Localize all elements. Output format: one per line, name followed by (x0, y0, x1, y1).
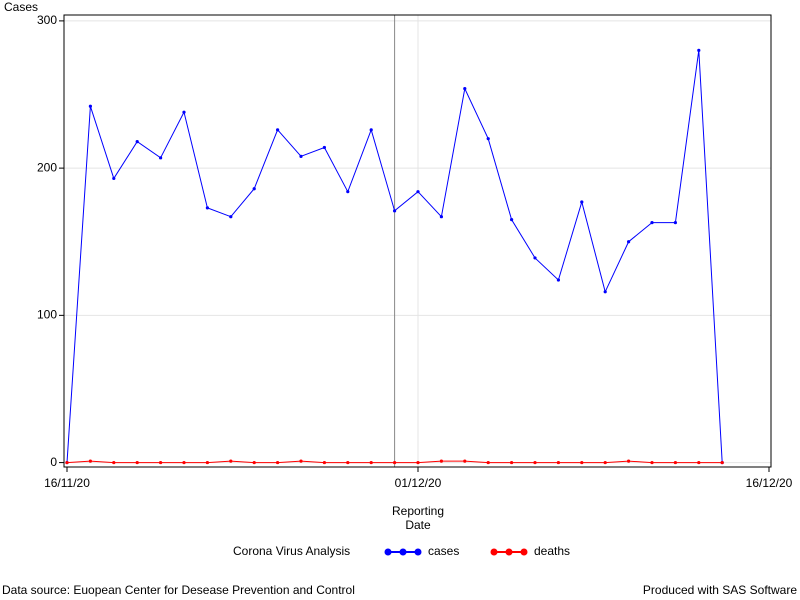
data-point (533, 256, 537, 260)
data-point (533, 460, 537, 465)
legend-marker (384, 548, 392, 556)
x-tick-label: 16/12/20 (746, 476, 793, 490)
y-tick-label: 200 (37, 160, 57, 174)
x-tick-label: 16/11/20 (44, 476, 90, 490)
data-point (112, 460, 116, 465)
plot-frame (63, 14, 772, 468)
legend-marker (505, 548, 513, 556)
data-point (159, 460, 163, 465)
y-tick-label: 0 (50, 455, 57, 469)
data-point (65, 460, 69, 465)
data-point (720, 460, 724, 465)
y-axis-label: Cases (4, 0, 38, 14)
data-point (252, 460, 256, 465)
data-point (580, 460, 584, 465)
data-point (556, 460, 561, 465)
y-tick-label: 300 (37, 13, 57, 27)
legend-marker (490, 548, 498, 556)
data-point (627, 240, 631, 244)
data-point (439, 459, 443, 463)
data-point (205, 206, 209, 210)
legend-label: cases (428, 544, 459, 558)
data-point (486, 137, 490, 141)
data-point (650, 460, 654, 465)
data-point (322, 460, 326, 465)
legend-marker (414, 548, 422, 556)
x-tick-label: 01/12/20 (395, 476, 442, 490)
data-point (205, 460, 209, 465)
x-axis-label: Reporting Date (391, 504, 445, 532)
data-point (603, 460, 607, 465)
data-point (393, 209, 397, 213)
legend-title: Corona Virus Analysis (233, 544, 350, 558)
data-point (510, 460, 514, 465)
data-point (416, 460, 420, 465)
data-point (135, 460, 139, 465)
data-point (229, 215, 233, 219)
data-point (346, 460, 350, 465)
data-point (346, 190, 350, 194)
data-point (299, 154, 303, 158)
data-point (439, 215, 443, 219)
data-point (322, 145, 326, 150)
data-point (510, 218, 514, 222)
data-point (603, 290, 607, 294)
data-point (182, 110, 186, 114)
data-point (627, 459, 631, 463)
data-point (697, 48, 701, 52)
data-point (673, 460, 678, 465)
data-point (88, 459, 92, 463)
legend-marker (399, 548, 407, 556)
data-point (299, 459, 303, 463)
data-point (135, 140, 139, 144)
data-point (486, 460, 490, 465)
data-point (252, 187, 256, 191)
data-point (276, 460, 280, 465)
data-point (159, 156, 163, 160)
data-point (697, 460, 701, 465)
footnote: Data source: Euopean Center for Desease … (2, 583, 355, 597)
data-point (276, 128, 280, 132)
footnote: Produced with SAS Software (643, 583, 797, 597)
data-point (229, 459, 233, 463)
data-point (182, 460, 186, 465)
data-point (556, 278, 561, 282)
data-point (673, 220, 678, 225)
data-point (580, 200, 584, 204)
data-point (393, 460, 397, 465)
data-point (369, 128, 373, 132)
data-point (112, 176, 116, 181)
data-point (369, 460, 373, 465)
data-point (88, 104, 92, 108)
legend-label: deaths (534, 544, 570, 558)
data-point (650, 220, 654, 225)
legend-marker (520, 548, 528, 556)
y-tick-label: 100 (37, 308, 57, 322)
data-point (463, 87, 467, 91)
data-point (416, 190, 420, 194)
data-point (463, 459, 467, 463)
